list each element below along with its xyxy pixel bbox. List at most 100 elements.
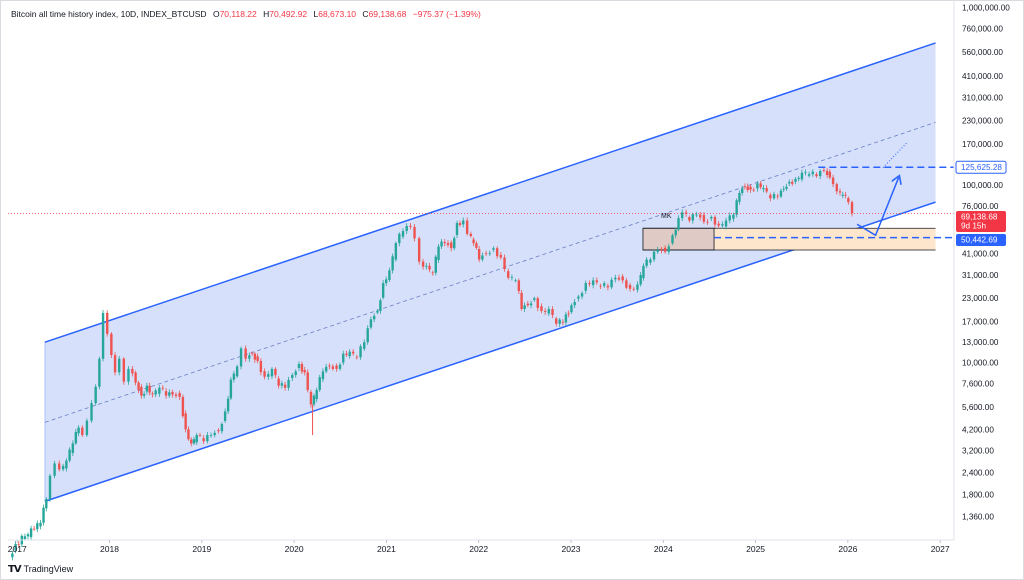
candle-body <box>804 172 807 174</box>
candle-body <box>652 251 656 260</box>
candle-body <box>118 358 121 373</box>
target-badge-frame <box>955 160 1007 174</box>
symbol-title[interactable]: Bitcoin all time history index, 10D, IND… <box>11 9 207 19</box>
candle-body <box>477 248 481 260</box>
candle-body <box>822 170 826 172</box>
candle-body <box>649 259 652 263</box>
candle-body <box>140 386 143 396</box>
drawing-lines[interactable] <box>8 141 954 239</box>
candle-body <box>29 528 33 538</box>
candle-body <box>376 310 379 313</box>
parallel-channel[interactable] <box>44 42 936 503</box>
candle-body <box>58 463 61 470</box>
candle-body <box>769 194 772 199</box>
candle-body <box>291 374 294 378</box>
candle-body <box>239 348 243 367</box>
footer-branding[interactable]: TV TradingView <box>8 562 73 576</box>
candle-body <box>663 247 667 252</box>
candle-body <box>841 194 844 196</box>
candle-body <box>564 314 568 323</box>
candle-body <box>235 366 239 377</box>
candle-body <box>110 333 113 356</box>
candle-body <box>811 171 814 175</box>
candle-body <box>536 298 539 308</box>
candle-body <box>599 285 602 287</box>
candle-body <box>32 528 36 530</box>
candle-body <box>794 178 797 182</box>
candle-body <box>53 463 56 476</box>
candle-body <box>606 285 610 288</box>
time-axis[interactable]: 2017 2018 2019 2020 2021 2022 2023 2024 2025 2026… <box>8 540 950 554</box>
candle-body <box>743 186 747 188</box>
candle-body <box>776 195 779 197</box>
candle-body <box>446 243 450 246</box>
candle-body <box>680 212 684 219</box>
time-tick-label: 2017 <box>8 544 27 554</box>
candle-body <box>831 177 835 185</box>
candle-body <box>74 431 78 444</box>
support-zone[interactable] <box>642 227 936 251</box>
candle-body <box>181 396 185 417</box>
candle-body <box>721 224 724 226</box>
candle-body <box>740 188 744 194</box>
candle-body <box>691 214 695 221</box>
price-axis[interactable]: 1,000,000.00 760,000.00 560,000.00 410,000.… <box>962 3 1010 521</box>
candle-body <box>702 214 706 222</box>
open-value: 70,118.22 <box>219 9 257 19</box>
price-tick-label: 1,360.00 <box>962 512 994 521</box>
candle-body <box>431 272 434 274</box>
candle-body <box>440 241 443 247</box>
candle-body <box>280 383 284 386</box>
candle-body <box>540 306 543 311</box>
brand-name: TradingView <box>23 564 74 574</box>
candle-body <box>174 394 178 397</box>
candlestick-series <box>11 167 854 561</box>
candle-body <box>198 435 202 436</box>
candle-body <box>488 253 491 254</box>
candle-body <box>168 392 171 396</box>
candle-body <box>145 385 149 392</box>
candle-body <box>632 288 635 290</box>
price-tick-label: 2,400.00 <box>962 468 994 477</box>
candle-body <box>187 429 190 440</box>
candle-body <box>209 435 213 436</box>
candle-body <box>11 553 14 558</box>
open-label: O <box>212 9 220 19</box>
candle-body <box>469 233 473 237</box>
candle-body <box>782 188 785 190</box>
candle-body <box>263 371 266 377</box>
symbol-legend[interactable]: Bitcoin all time history index, 10D, IND… <box>11 9 481 19</box>
candle-body <box>401 230 405 237</box>
candle-body <box>636 284 639 290</box>
channel-mid-line <box>44 121 936 423</box>
candle-body <box>45 499 48 509</box>
candle-body <box>507 271 510 278</box>
candle-body <box>328 365 331 367</box>
candle-body <box>14 543 17 551</box>
price-tick-label: 100,000.00 <box>962 181 1003 190</box>
candle-body <box>324 366 328 372</box>
box-annotation: MK <box>661 213 672 220</box>
candle-body <box>475 243 478 248</box>
price-tick-label: 1,000,000.00 <box>962 3 1010 12</box>
candle-body <box>732 214 735 219</box>
candle-body <box>81 427 84 436</box>
candle-body <box>283 384 287 388</box>
candle-body <box>42 507 45 523</box>
price-tick-label: 31,000.00 <box>962 271 999 280</box>
candle-body <box>164 391 168 396</box>
candle-body <box>772 193 776 199</box>
time-tick-label: 2023 <box>562 544 581 554</box>
candle-body <box>256 356 259 361</box>
candle-body <box>738 193 741 202</box>
candle-body <box>213 432 216 436</box>
candle-body <box>106 312 109 334</box>
candle-body <box>610 279 613 288</box>
candle-body <box>453 238 456 249</box>
candle-body <box>68 449 71 461</box>
time-tick-label: 2026 <box>838 544 857 554</box>
candle-body <box>514 280 517 282</box>
candle-body <box>717 223 720 226</box>
candle-body <box>409 225 412 227</box>
